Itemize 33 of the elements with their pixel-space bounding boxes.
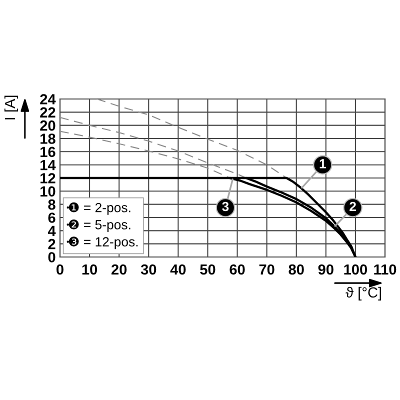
legend-label: ❷ = 5-pos. bbox=[68, 220, 130, 232]
x-tick-label: 10 bbox=[82, 264, 98, 275]
x-tick-label: 20 bbox=[111, 264, 127, 275]
legend-label: ❸ = 12-pos. bbox=[68, 236, 138, 250]
y-tick-label: 0 bbox=[48, 252, 56, 262]
y-tick-label: 2 bbox=[48, 238, 56, 250]
x-tick-label: 70 bbox=[259, 264, 274, 275]
annotation: 2 bbox=[350, 202, 356, 212]
y-tick-label: 16 bbox=[40, 146, 56, 158]
x-tick-label: 0 bbox=[56, 264, 64, 275]
x-tick-label: 100 bbox=[344, 264, 368, 275]
y-tick-label: 12 bbox=[40, 173, 56, 184]
y-tick-label: 14 bbox=[40, 160, 56, 170]
y-tick-label: 10 bbox=[40, 186, 56, 197]
y-axis-title: I [A] bbox=[4, 96, 18, 120]
y-tick-label: 6 bbox=[48, 212, 56, 223]
y-tick-label: 22 bbox=[40, 107, 56, 118]
y-tick-label: 18 bbox=[40, 134, 56, 144]
x-tick-label: 110 bbox=[374, 264, 396, 275]
x-tick-label: 40 bbox=[170, 264, 186, 275]
x-tick-label: 30 bbox=[140, 264, 156, 275]
x-tick-label: 80 bbox=[288, 264, 304, 275]
annotation: 3 bbox=[222, 202, 229, 212]
y-tick-label: 24 bbox=[40, 94, 56, 104]
x-tick-label: 50 bbox=[200, 264, 216, 275]
y-tick-label: 20 bbox=[40, 120, 56, 131]
y-tick-label: 8 bbox=[48, 199, 56, 210]
x-tick-label: 60 bbox=[230, 264, 245, 275]
x-axis-title: ϑ [°C] bbox=[346, 286, 382, 300]
annotation: 1 bbox=[320, 159, 326, 168]
legend-label: ❶ = 2-pos. bbox=[68, 202, 130, 215]
x-tick-label: 90 bbox=[318, 264, 334, 275]
y-tick-label: 4 bbox=[48, 226, 56, 236]
